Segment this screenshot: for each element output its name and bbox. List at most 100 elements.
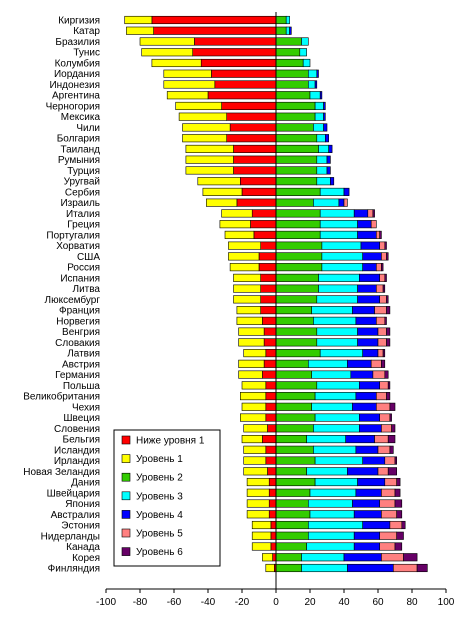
bar-segment-level6 — [386, 392, 391, 401]
bar-segment-level6 — [382, 349, 386, 358]
bar-segment-level5 — [370, 359, 382, 368]
legend-label: Ниже уровня 1 — [136, 436, 205, 447]
bar-segment-level1 — [185, 155, 234, 164]
bar-segment-level5 — [375, 392, 387, 401]
bar-segment-below1 — [226, 112, 277, 121]
bar-segment-level6 — [382, 284, 386, 293]
bar-segment-below1 — [267, 424, 277, 433]
x-axis: -100 -80 -60 -40 -20 0 20 40 60 80 100 — [96, 12, 455, 608]
bar-segment-level3 — [313, 424, 360, 433]
bar-segment-level5 — [370, 220, 377, 229]
bar-segment-level4 — [330, 177, 335, 186]
category-label: Великобритания — [23, 391, 100, 403]
bar-segment-level4 — [338, 198, 345, 207]
bar-segment-level6 — [379, 230, 382, 239]
bar-segment-level4 — [357, 230, 377, 239]
bar-segment-level4 — [347, 563, 394, 573]
bar-segment-level3 — [302, 58, 311, 68]
bar-segment-level1 — [236, 316, 263, 325]
bar-segment-below1 — [260, 284, 277, 293]
bar-segment-level1 — [163, 69, 212, 78]
category-label: Испания — [60, 273, 100, 284]
bar-segment-below1 — [262, 435, 277, 444]
bar-segment-level1 — [163, 80, 216, 89]
bar-segment-level3 — [306, 435, 347, 444]
bar-segment-level4 — [362, 263, 377, 272]
bar-segment-level5 — [381, 424, 392, 433]
bar-segment-level3 — [316, 134, 326, 143]
bar-segment-level6 — [416, 563, 428, 573]
bar-segment-level2 — [275, 69, 309, 78]
legend-swatch — [121, 491, 131, 501]
bar-segment-level3 — [321, 263, 363, 272]
bar-segment-level5 — [379, 241, 386, 250]
bar-segment-level6 — [386, 295, 389, 304]
bar-segment-level5 — [375, 284, 384, 293]
category-label: Иордания — [54, 69, 100, 80]
bar-segment-below1 — [270, 531, 277, 540]
bar-segment-level3 — [313, 316, 357, 325]
bar-segment-level4 — [353, 510, 382, 519]
bar-segment-level2 — [275, 295, 318, 304]
bar-segment-level1 — [233, 295, 262, 304]
bar-segment-level4 — [357, 220, 372, 229]
bar-segment-level2 — [275, 101, 316, 111]
bar-segment-level3 — [299, 48, 307, 57]
bar-segment-level4 — [326, 155, 331, 164]
category-label: Киргизия — [58, 16, 100, 27]
x-tick-label: -20 — [235, 597, 250, 608]
bar-segment-level2 — [275, 445, 314, 454]
category-label: Латвия — [67, 349, 100, 360]
bar-segment-level3 — [314, 413, 360, 422]
bar-segment-level4 — [328, 144, 333, 153]
legend-swatch — [121, 435, 131, 445]
bar-segment-level4 — [326, 166, 331, 175]
bar-segment-level1 — [224, 230, 255, 239]
category-label: Сербия — [65, 186, 100, 198]
category-label: Италия — [66, 209, 100, 220]
bar-segment-level2 — [275, 48, 301, 57]
bar-segment-level2 — [275, 413, 316, 422]
bar-segment-level4 — [323, 101, 326, 111]
category-label: Чили — [76, 123, 100, 134]
category-label: Индонезия — [49, 80, 100, 91]
bar-segment-level1 — [151, 58, 202, 68]
bar-segment-level2 — [275, 58, 304, 68]
bar-segment-level5 — [379, 273, 386, 282]
category-label: Эстония — [61, 521, 100, 532]
bar-segment-level2 — [275, 80, 309, 89]
bar-segment-level3 — [313, 198, 340, 207]
category-label: Болгария — [57, 134, 100, 145]
category-label: Норвегия — [56, 316, 100, 327]
bar-segment-level3 — [318, 144, 329, 153]
bar-segment-level1 — [185, 166, 234, 175]
category-label: Дания — [71, 478, 100, 489]
bar-segment-level2 — [275, 553, 302, 562]
bar-segment-level2 — [275, 499, 309, 508]
bar-segment-level4 — [358, 424, 382, 433]
bar-segment-level5 — [375, 316, 386, 325]
bar-segment-level3 — [285, 26, 290, 35]
bar-segment-level5 — [384, 477, 397, 487]
bar-segment-level5 — [379, 542, 396, 551]
x-tick-label: 80 — [406, 597, 418, 608]
category-label: Катар — [73, 26, 100, 37]
bar-segment-level5 — [377, 467, 389, 476]
bar-segment-level6 — [394, 542, 403, 551]
bar-segment-level2 — [275, 402, 313, 411]
bar-segment-level4 — [352, 306, 375, 315]
category-label: Польша — [63, 381, 101, 392]
bar-segment-level3 — [321, 241, 362, 250]
bar-segment-level4 — [362, 456, 386, 465]
bar-segment-level1 — [228, 252, 260, 261]
bar-segment-below1 — [226, 134, 277, 143]
bar-segment-level5 — [379, 531, 398, 540]
bar-segment-level3 — [318, 284, 358, 293]
bar-segment-level2 — [275, 467, 307, 476]
legend-label: Уровень 4 — [136, 510, 183, 521]
bar-segment-level3 — [316, 381, 360, 390]
category-label: Франция — [59, 306, 100, 317]
x-tick-label: -80 — [133, 597, 148, 608]
bar-segment-below1 — [240, 177, 277, 186]
